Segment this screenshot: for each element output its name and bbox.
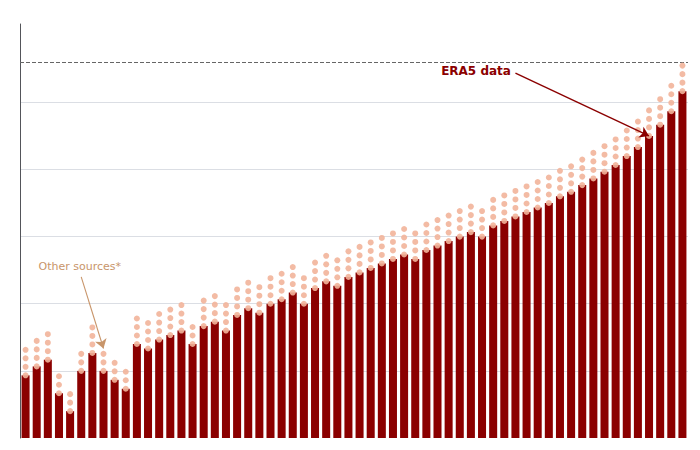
svg-text:Other sources*: Other sources* [38,260,121,273]
svg-text:ERA5 data: ERA5 data [441,64,511,78]
